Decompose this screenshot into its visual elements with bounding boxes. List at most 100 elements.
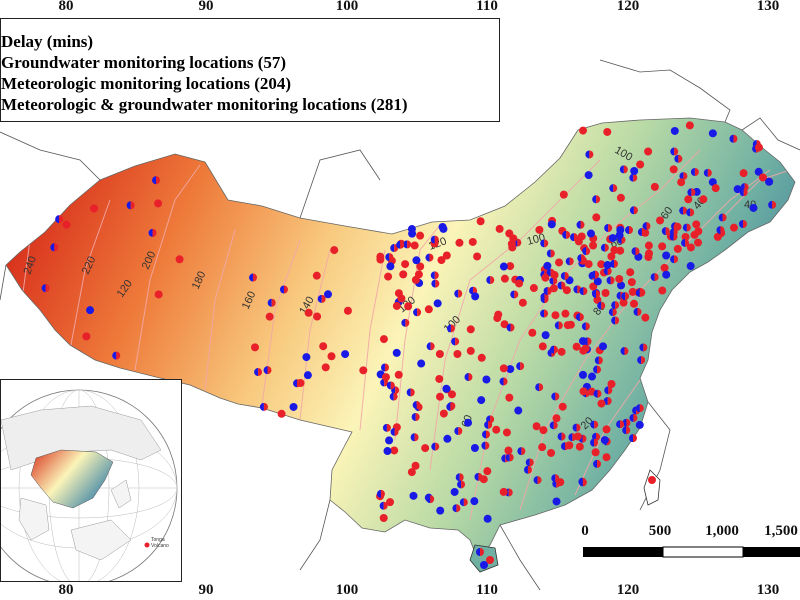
- meteorologic-marker: [505, 229, 514, 238]
- meteorologic-marker: [562, 286, 571, 295]
- neighbor-boundaries: [0, 59, 800, 591]
- meteorologic-marker: [641, 313, 650, 322]
- combined-monitoring-marker: [481, 441, 490, 450]
- meteorologic-marker: [547, 448, 556, 457]
- meteorologic-marker: [381, 373, 390, 382]
- groundwater-marker: [482, 375, 491, 384]
- meteorologic-marker: [557, 347, 566, 356]
- combined-monitoring-marker: [622, 426, 631, 435]
- groundwater-marker: [302, 353, 311, 362]
- meteorologic-marker: [390, 446, 399, 455]
- combined-monitoring-marker: [682, 223, 691, 232]
- combined-monitoring-marker: [446, 324, 455, 333]
- groundwater-marker: [471, 292, 480, 301]
- groundwater-marker: [584, 171, 593, 180]
- groundwater-marker: [617, 281, 626, 290]
- groundwater-marker: [588, 372, 597, 381]
- groundwater-marker: [708, 129, 717, 138]
- combined-monitoring-marker: [412, 401, 421, 410]
- combined-monitoring-marker: [575, 313, 584, 322]
- groundwater-marker: [543, 261, 552, 270]
- combined-monitoring-marker: [581, 322, 590, 331]
- combined-monitoring-marker: [560, 271, 569, 280]
- tick-label: 100: [335, 582, 359, 598]
- groundwater-marker: [662, 251, 671, 260]
- combined-monitoring-marker: [611, 316, 620, 325]
- combined-monitoring-marker: [525, 458, 534, 467]
- combined-monitoring-marker: [610, 259, 619, 268]
- scale-label-500: 500: [648, 523, 672, 539]
- meteorologic-marker: [658, 286, 667, 295]
- combined-monitoring-marker: [604, 386, 613, 395]
- combined-monitoring-marker: [622, 418, 631, 427]
- groundwater-marker: [499, 262, 508, 271]
- combined-monitoring-marker: [637, 356, 646, 365]
- meteorologic-marker: [495, 224, 504, 233]
- combined-monitoring-marker: [616, 420, 625, 429]
- groundwater-marker: [552, 497, 561, 506]
- combined-monitoring-marker: [729, 134, 738, 143]
- meteorologic-marker: [154, 199, 163, 208]
- combined-monitoring-marker: [249, 273, 258, 282]
- meteorologic-marker: [591, 448, 600, 457]
- tick-label: 100: [335, 0, 359, 14]
- meteorologic-marker: [566, 320, 575, 329]
- tick-label: 90: [198, 0, 214, 14]
- combined-monitoring-marker: [148, 228, 157, 237]
- meteorologic-marker: [506, 262, 515, 271]
- scale-label-1000: 1,000: [705, 523, 739, 539]
- meteorologic-marker: [499, 487, 508, 496]
- meteorologic-marker: [673, 244, 682, 253]
- combined-monitoring-marker: [738, 220, 747, 229]
- meteorologic-marker: [555, 258, 564, 267]
- groundwater-marker: [470, 443, 479, 452]
- combined-monitoring-marker: [517, 447, 526, 456]
- combined-monitoring-marker: [396, 240, 405, 249]
- meteorologic-marker: [684, 195, 693, 204]
- meteorologic-marker: [397, 294, 406, 303]
- combined-monitoring-marker: [600, 243, 609, 252]
- groundwater-marker: [383, 447, 392, 456]
- meteorologic-marker: [476, 217, 485, 226]
- meteorologic-marker: [601, 288, 610, 297]
- meteorologic-marker: [486, 556, 494, 564]
- combined-monitoring-marker: [546, 249, 555, 258]
- groundwater-marker: [385, 436, 394, 445]
- meteorologic-marker: [677, 178, 686, 187]
- combined-monitoring-marker: [578, 478, 587, 487]
- meteorologic-marker: [584, 260, 593, 269]
- meteorologic-marker: [558, 402, 567, 411]
- combined-monitoring-marker: [679, 206, 688, 215]
- combined-monitoring-marker: [633, 307, 642, 316]
- meteorologic-marker: [499, 364, 508, 373]
- groundwater-marker: [547, 220, 556, 229]
- meteorologic-marker: [597, 260, 606, 269]
- combined-monitoring-marker: [650, 273, 659, 282]
- meteorologic-marker: [399, 270, 408, 279]
- meteorologic-marker: [453, 349, 462, 358]
- combined-monitoring-marker: [386, 381, 395, 390]
- meteorologic-marker: [636, 160, 645, 169]
- combined-monitoring-marker: [505, 453, 514, 462]
- meteorologic-marker: [421, 444, 430, 453]
- meteorologic-marker: [343, 306, 352, 315]
- meteorologic-marker: [549, 284, 558, 293]
- groundwater-marker: [443, 434, 452, 443]
- combined-monitoring-marker: [621, 292, 630, 301]
- meteorologic-marker: [644, 147, 653, 156]
- combined-monitoring-marker: [576, 220, 585, 229]
- meteorologic-marker: [532, 422, 541, 431]
- combined-monitoring-marker: [642, 222, 651, 231]
- meteorologic-marker: [62, 220, 71, 229]
- meteorologic-marker: [729, 223, 738, 232]
- meteorologic-marker: [384, 272, 393, 281]
- combined-monitoring-marker: [686, 208, 695, 217]
- meteorologic-marker: [500, 320, 509, 329]
- combined-monitoring-marker: [554, 321, 563, 330]
- combined-monitoring-marker: [403, 240, 412, 249]
- meteorologic-marker: [669, 165, 678, 174]
- combined-monitoring-marker: [549, 421, 558, 430]
- meteorologic-marker: [681, 232, 690, 241]
- meteorologic-marker: [376, 252, 385, 261]
- meteorologic-marker: [592, 213, 601, 222]
